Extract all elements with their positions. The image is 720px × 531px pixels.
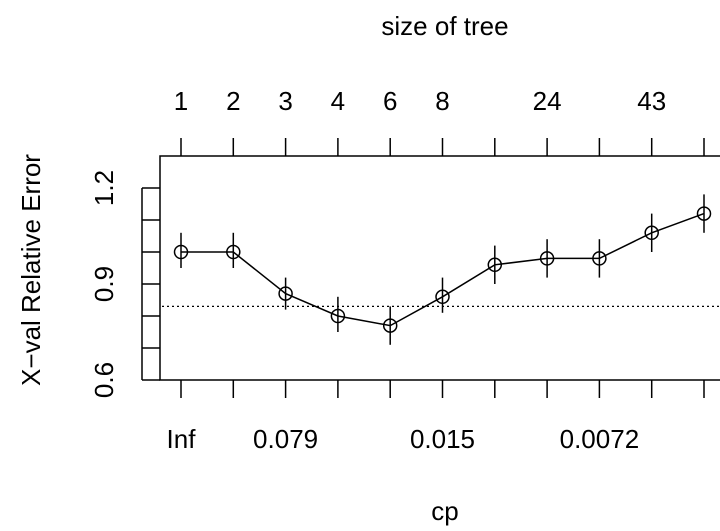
x-tick-label-bottom: Inf	[167, 424, 197, 454]
y-tick-label: 0.6	[89, 362, 119, 398]
data-point	[696, 206, 712, 221]
data-point	[487, 257, 503, 273]
plot-frame	[159, 155, 720, 381]
data-point	[173, 244, 189, 260]
chart-title: size of tree	[381, 11, 508, 41]
data-point	[644, 225, 659, 241]
y-tick-label: 0.9	[89, 266, 119, 302]
data-point	[226, 244, 241, 260]
data-point	[592, 251, 607, 266]
x-tick-label-bottom: 0.015	[410, 424, 475, 454]
x-tick-label-top: 1	[174, 86, 188, 116]
x-tick-label-bottom: 0.0072	[560, 424, 640, 454]
x-tick-label-top: 24	[533, 86, 562, 116]
x-axis-label: cp	[431, 496, 458, 526]
y-tick-label: 1.2	[89, 170, 119, 206]
data-point	[382, 318, 398, 333]
x-tick-label-top: 8	[435, 86, 449, 116]
series-line	[181, 212, 705, 327]
x-tick-label-top: 4	[331, 86, 345, 116]
x-tick-label-top: 3	[278, 86, 292, 116]
data-point	[330, 308, 346, 324]
x-tick-label-top: 2	[226, 86, 240, 116]
x-tick-label-top: 6	[383, 86, 397, 116]
data-point	[435, 289, 450, 305]
chart-marks: 0.6 0.9 1.2 Inf 0.079 0.015 0.0072 1 2 3 4 6 8 24 43	[89, 86, 720, 454]
y-axis-label: X−val Relative Error	[16, 154, 46, 386]
x-tick-label-bottom: 0.079	[253, 424, 318, 454]
data-point	[278, 286, 293, 301]
data-point	[539, 251, 555, 266]
x-tick-label-top: 43	[637, 86, 666, 116]
